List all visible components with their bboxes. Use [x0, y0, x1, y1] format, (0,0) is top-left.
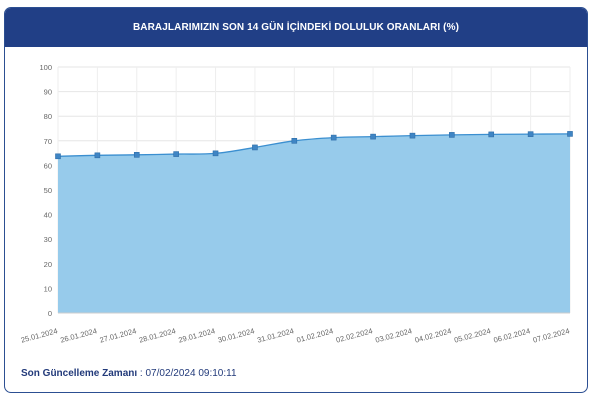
data-point [173, 151, 179, 157]
y-tick-label: 50 [44, 186, 52, 195]
chart-card: BARAJLARIMIZIN SON 14 GÜN İÇİNDEKİ DOLUL… [4, 7, 588, 393]
x-tick-label: 07.02.2024 [532, 326, 571, 344]
y-tick-label: 20 [44, 260, 52, 269]
chart-area: 0 10 20 30 40 50 60 70 80 90 100 25.01.2024 26.01.20… [5, 47, 587, 347]
x-tick-label: 29.01.2024 [177, 326, 216, 344]
y-tick-label: 60 [44, 161, 52, 170]
data-point [291, 138, 298, 144]
x-tick-label: 31.01.2024 [256, 326, 295, 344]
x-tick-label: 05.02.2024 [453, 326, 492, 344]
data-point [488, 131, 495, 138]
data-point [370, 133, 376, 140]
x-tick-label: 04.02.2024 [414, 326, 453, 344]
y-tick-label: 0 [48, 309, 52, 318]
series-line [57, 133, 571, 157]
data-point [212, 150, 219, 157]
chart-title: BARAJLARIMIZIN SON 14 GÜN İÇİNDEKİ DOLUL… [5, 8, 587, 47]
last-update-value: 07/02/2024 09:10:11 [145, 368, 237, 379]
last-update: Son Güncelleme Zamanı : 07/02/2024 09:10… [21, 368, 237, 379]
data-point [133, 152, 140, 158]
x-tick-label: 26.01.2024 [59, 326, 98, 344]
x-tick-label: 01.02.2024 [296, 326, 335, 344]
data-point [449, 132, 455, 138]
y-tick-label: 80 [44, 112, 52, 121]
x-tick-label: 02.02.2024 [335, 326, 374, 344]
data-point [252, 144, 258, 151]
data-point [409, 132, 416, 139]
last-update-separator: : [137, 368, 146, 379]
y-tick-label: 70 [44, 137, 52, 146]
x-tick-label: 28.01.2024 [138, 326, 177, 344]
x-tick-label: 30.01.2024 [217, 326, 256, 344]
fill-rate-chart: 0 10 20 30 40 50 60 70 80 90 100 25.01.2024 26.01.20… [20, 63, 573, 345]
x-tick-label: 27.01.2024 [99, 326, 138, 344]
data-point [527, 131, 534, 137]
y-tick-label: 90 [44, 88, 52, 97]
x-tick-label: 03.02.2024 [374, 326, 413, 344]
area-fill [58, 133, 570, 313]
y-tick-label: 100 [39, 63, 52, 72]
x-tick-label: 25.01.2024 [20, 326, 59, 344]
y-tick-label: 30 [44, 235, 52, 244]
x-tick-label: 06.02.2024 [493, 326, 532, 344]
data-point [55, 153, 61, 160]
y-tick-label: 40 [44, 211, 52, 220]
last-update-label: Son Güncelleme Zamanı [21, 368, 138, 379]
y-tick-label: 10 [44, 284, 52, 293]
data-point [330, 134, 337, 141]
data-point [567, 131, 573, 137]
data-point [94, 152, 101, 159]
